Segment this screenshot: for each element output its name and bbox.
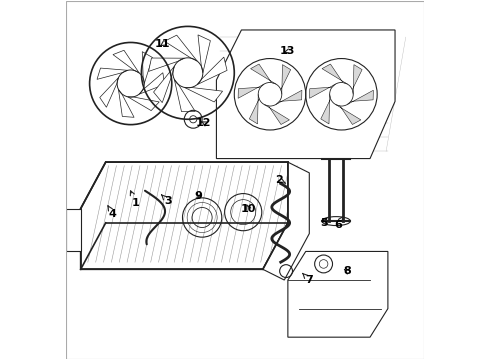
Polygon shape: [66, 208, 81, 251]
Polygon shape: [142, 51, 152, 84]
Text: 2: 2: [275, 175, 286, 185]
Polygon shape: [148, 58, 185, 71]
Polygon shape: [185, 87, 222, 102]
Polygon shape: [238, 84, 264, 98]
Polygon shape: [263, 162, 309, 280]
Polygon shape: [217, 30, 395, 158]
Polygon shape: [310, 84, 336, 98]
Polygon shape: [281, 65, 291, 94]
Polygon shape: [322, 64, 347, 84]
Polygon shape: [113, 50, 139, 73]
Text: 11: 11: [155, 39, 171, 49]
Polygon shape: [197, 57, 227, 85]
Text: 13: 13: [280, 46, 295, 57]
Text: 12: 12: [196, 118, 212, 128]
Polygon shape: [336, 104, 361, 125]
Text: 1: 1: [130, 191, 140, 208]
Polygon shape: [352, 65, 362, 94]
Text: 8: 8: [343, 266, 351, 276]
Polygon shape: [321, 94, 331, 124]
Polygon shape: [276, 90, 302, 104]
Polygon shape: [139, 73, 165, 94]
Polygon shape: [347, 90, 373, 104]
Polygon shape: [119, 89, 134, 117]
Polygon shape: [153, 66, 174, 103]
Polygon shape: [97, 68, 128, 79]
Text: 4: 4: [108, 206, 117, 219]
Polygon shape: [100, 78, 119, 107]
Polygon shape: [81, 162, 288, 269]
Text: 6: 6: [334, 217, 343, 230]
Text: 3: 3: [162, 195, 172, 206]
Polygon shape: [288, 251, 388, 337]
Polygon shape: [249, 94, 259, 124]
Text: 9: 9: [195, 191, 202, 201]
Text: 5: 5: [320, 218, 327, 228]
Polygon shape: [165, 35, 197, 61]
Text: 7: 7: [303, 273, 313, 285]
Polygon shape: [198, 35, 210, 73]
Polygon shape: [174, 79, 195, 112]
Polygon shape: [264, 104, 290, 125]
Text: 10: 10: [241, 203, 256, 213]
Polygon shape: [250, 64, 276, 84]
Polygon shape: [128, 97, 159, 111]
